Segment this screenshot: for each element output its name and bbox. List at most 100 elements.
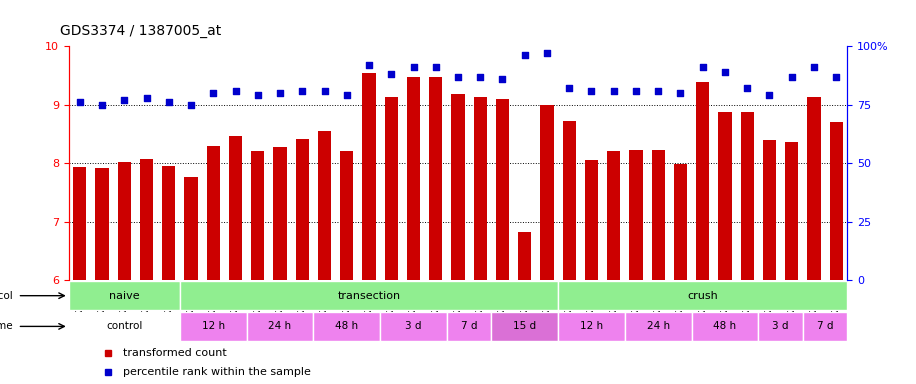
Point — [384, 71, 398, 77]
Point — [562, 85, 576, 91]
Text: 7 d: 7 d — [461, 321, 477, 331]
Bar — [117, 162, 131, 280]
Bar — [785, 142, 799, 280]
Point — [184, 101, 199, 108]
Bar — [758, 312, 802, 341]
Bar — [251, 152, 265, 280]
Bar — [584, 160, 598, 280]
Point — [451, 73, 465, 79]
Text: crush: crush — [687, 291, 718, 301]
Bar — [651, 150, 665, 280]
Bar — [629, 150, 643, 280]
Bar — [763, 140, 776, 280]
Bar — [73, 167, 86, 280]
Bar — [625, 312, 692, 341]
Text: GDS3374 / 1387005_at: GDS3374 / 1387005_at — [60, 25, 221, 38]
Point — [94, 101, 109, 108]
Point — [72, 99, 87, 105]
Point — [606, 88, 621, 94]
Bar — [692, 312, 758, 341]
Point — [740, 85, 755, 91]
Bar — [340, 152, 354, 280]
Bar — [607, 152, 620, 280]
Bar — [496, 99, 509, 280]
Bar — [407, 77, 420, 280]
Text: 48 h: 48 h — [714, 321, 736, 331]
Point — [496, 76, 510, 82]
Text: transformed count: transformed count — [123, 348, 227, 358]
Point — [406, 64, 420, 70]
Text: percentile rank within the sample: percentile rank within the sample — [123, 367, 311, 377]
Text: naive: naive — [109, 291, 139, 301]
Bar — [447, 312, 491, 341]
Point — [228, 88, 243, 94]
Point — [117, 97, 132, 103]
Bar — [491, 312, 558, 341]
Text: 24 h: 24 h — [647, 321, 670, 331]
Bar — [69, 312, 180, 341]
Bar — [540, 105, 553, 280]
Bar — [229, 136, 242, 280]
Bar — [184, 177, 198, 280]
Point — [762, 92, 777, 98]
Point — [429, 64, 443, 70]
Point — [807, 64, 822, 70]
Bar — [380, 312, 447, 341]
Bar — [95, 168, 109, 280]
Bar — [740, 112, 754, 280]
Point — [250, 92, 265, 98]
Text: 12 h: 12 h — [202, 321, 224, 331]
Point — [695, 64, 710, 70]
Text: control: control — [106, 321, 143, 331]
Bar — [207, 146, 220, 280]
Bar — [385, 97, 398, 280]
Point — [362, 62, 376, 68]
Bar — [830, 122, 843, 280]
Point — [206, 90, 221, 96]
Bar — [318, 131, 332, 280]
Bar — [273, 147, 287, 280]
Text: 15 d: 15 d — [513, 321, 536, 331]
Bar — [180, 281, 558, 310]
Point — [673, 90, 688, 96]
Text: 3 d: 3 d — [772, 321, 789, 331]
Point — [340, 92, 354, 98]
Bar — [718, 112, 732, 280]
Bar — [562, 121, 576, 280]
Point — [317, 88, 332, 94]
Bar — [518, 232, 531, 280]
Bar — [180, 312, 246, 341]
Point — [139, 94, 154, 101]
Bar — [807, 97, 821, 280]
Bar — [558, 281, 847, 310]
Point — [829, 73, 844, 79]
Bar — [474, 97, 487, 280]
Bar — [696, 83, 709, 280]
Text: 48 h: 48 h — [335, 321, 358, 331]
Point — [717, 69, 732, 75]
Bar — [363, 73, 376, 280]
Point — [651, 88, 666, 94]
Bar — [246, 312, 313, 341]
Bar — [140, 159, 153, 280]
Text: 24 h: 24 h — [268, 321, 291, 331]
Bar — [558, 312, 625, 341]
Point — [784, 73, 799, 79]
Point — [161, 99, 176, 105]
Text: transection: transection — [337, 291, 400, 301]
Bar — [429, 77, 442, 280]
Text: protocol: protocol — [0, 291, 13, 301]
Bar — [452, 94, 464, 280]
Bar — [802, 312, 847, 341]
Bar — [162, 166, 176, 280]
Bar — [313, 312, 380, 341]
Point — [584, 88, 599, 94]
Bar — [296, 139, 309, 280]
Point — [273, 90, 288, 96]
Text: 12 h: 12 h — [580, 321, 603, 331]
Bar — [69, 281, 180, 310]
Point — [628, 88, 643, 94]
Point — [295, 88, 310, 94]
Text: 3 d: 3 d — [405, 321, 421, 331]
Text: 7 d: 7 d — [817, 321, 834, 331]
